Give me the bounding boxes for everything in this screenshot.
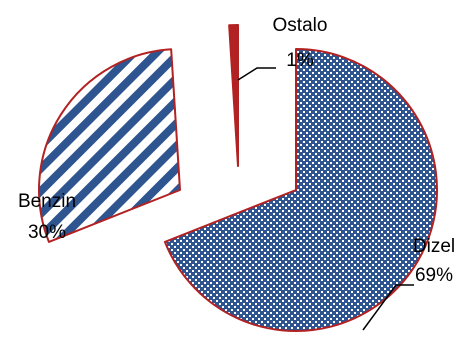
data-label-pct-benzin: 30% (28, 222, 66, 243)
leader-line-dizel (362, 284, 414, 331)
data-label-pct-ostalo: 1% (286, 50, 314, 71)
data-label-pct-dizel: 69% (415, 265, 453, 286)
data-label-name-dizel: Dizel (413, 236, 455, 257)
pie-slice-benzin (38, 48, 181, 243)
data-label-name-benzin: Benzin (18, 191, 76, 212)
pie-slice-dizel (163, 48, 438, 332)
data-label-name-ostalo: Ostalo (273, 15, 328, 36)
leader-line-ostalo (237, 67, 276, 81)
pie-slice-ostalo (228, 24, 239, 167)
